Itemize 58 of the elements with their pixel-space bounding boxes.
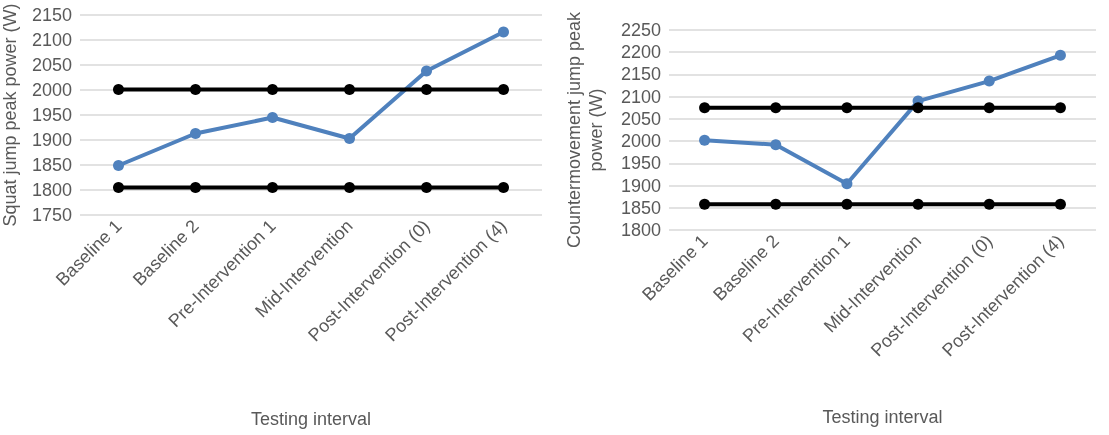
y-tick-label: 2050 xyxy=(620,108,661,129)
y-tick-label: 2000 xyxy=(620,131,661,152)
point xyxy=(267,182,278,193)
point xyxy=(498,26,509,38)
y-tick-label: 2100 xyxy=(620,86,661,107)
point xyxy=(421,65,432,77)
point xyxy=(699,134,711,146)
point xyxy=(983,102,995,114)
point xyxy=(498,84,509,95)
point xyxy=(912,102,924,114)
point xyxy=(841,198,853,210)
y-tick-label: 2050 xyxy=(31,55,72,75)
point xyxy=(1054,198,1066,210)
point xyxy=(190,128,201,139)
point xyxy=(267,84,278,95)
point xyxy=(841,102,853,114)
y-tick-label: 2100 xyxy=(31,30,72,50)
y-tick-label: 1900 xyxy=(620,175,661,196)
y-tick-label: 2200 xyxy=(620,42,661,63)
y-tick-label: 1850 xyxy=(31,155,72,175)
point xyxy=(983,198,995,210)
point xyxy=(421,84,432,95)
point xyxy=(344,133,355,144)
point xyxy=(267,112,278,123)
y-tick-label: 2150 xyxy=(620,64,661,85)
y-axis-title: Countermovement jump peak power (W) xyxy=(564,10,606,249)
point xyxy=(344,84,355,95)
y-tick-label: 1850 xyxy=(620,197,661,218)
point xyxy=(983,75,995,87)
y-tick-label: 1800 xyxy=(31,180,72,200)
x-axis-title: Testing interval xyxy=(822,407,943,427)
y-tick-label: 1950 xyxy=(31,105,72,125)
point xyxy=(113,84,124,95)
point xyxy=(912,198,924,210)
y-tick-label: 1900 xyxy=(31,130,72,150)
point xyxy=(113,182,124,193)
point xyxy=(1054,49,1066,61)
point xyxy=(190,182,201,193)
point xyxy=(1054,102,1066,114)
y-tick-label: 2250 xyxy=(620,20,661,40)
point xyxy=(770,102,782,114)
point xyxy=(699,198,711,210)
point xyxy=(344,182,355,193)
y-tick-label: 1750 xyxy=(31,205,72,225)
x-axis-title: Testing interval xyxy=(250,409,372,429)
point xyxy=(770,198,782,210)
point xyxy=(113,160,124,171)
point xyxy=(699,102,711,114)
point xyxy=(498,182,509,193)
point xyxy=(190,84,201,95)
point xyxy=(841,178,853,190)
y-tick-label: 2150 xyxy=(31,5,72,25)
point xyxy=(421,182,432,193)
y-tick-label: 1950 xyxy=(620,153,661,174)
y-axis-title: Squat jump peak power (W) xyxy=(0,3,21,227)
y-tick-label: 2000 xyxy=(31,80,72,100)
point xyxy=(770,139,782,151)
y-tick-label: 1800 xyxy=(620,220,661,240)
